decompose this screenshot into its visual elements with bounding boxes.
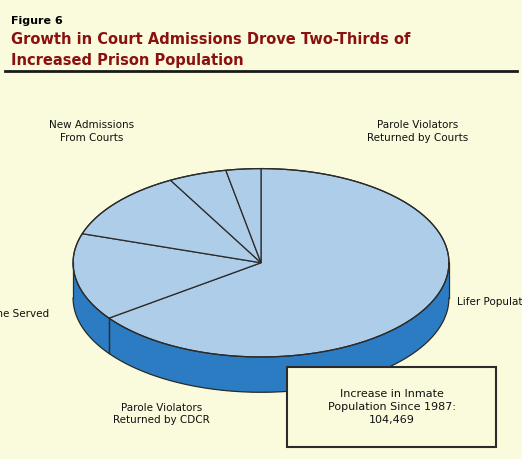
Text: Average Time Served: Average Time Served — [0, 309, 50, 319]
Text: Growth in Court Admissions Drove Two-Thirds of: Growth in Court Admissions Drove Two-Thi… — [11, 32, 411, 47]
Polygon shape — [73, 263, 449, 392]
Polygon shape — [73, 263, 109, 353]
Polygon shape — [82, 180, 261, 263]
Text: Increase in Inmate
Population Since 1987:
104,469: Increase in Inmate Population Since 1987… — [327, 389, 456, 425]
Text: Parole Violators
Returned by CDCR: Parole Violators Returned by CDCR — [113, 403, 210, 425]
Polygon shape — [226, 168, 261, 263]
Polygon shape — [109, 168, 449, 357]
Polygon shape — [73, 234, 261, 318]
Text: Parole Violators
Returned by Courts: Parole Violators Returned by Courts — [367, 120, 468, 142]
Text: Figure 6: Figure 6 — [11, 16, 63, 26]
FancyBboxPatch shape — [287, 367, 496, 447]
Text: Increased Prison Population: Increased Prison Population — [11, 53, 244, 68]
Polygon shape — [171, 170, 261, 263]
Text: New Admissions
From Courts: New Admissions From Courts — [49, 120, 134, 142]
Text: Lifer Population: Lifer Population — [457, 297, 522, 307]
Polygon shape — [109, 264, 449, 392]
